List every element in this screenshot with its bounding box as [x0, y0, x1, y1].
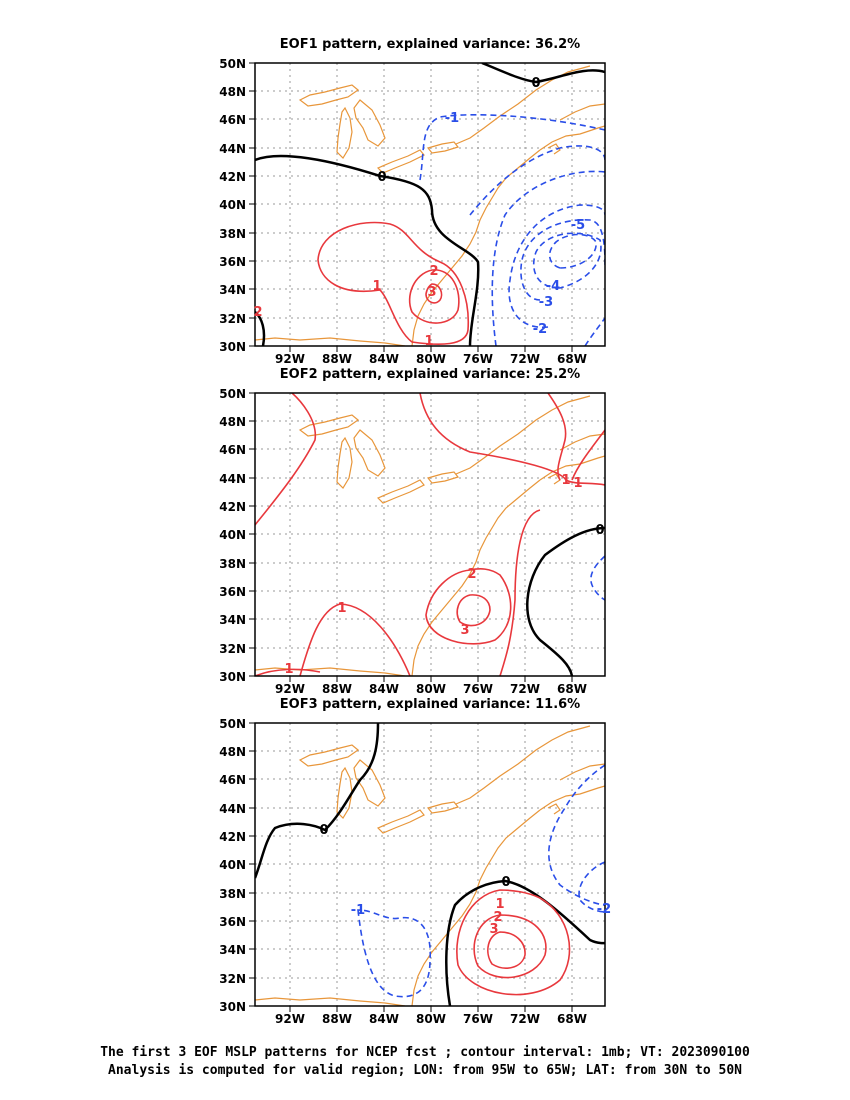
contour-label: 3	[489, 922, 498, 937]
lat-tick: 42N	[219, 500, 246, 514]
lon-tick: 72W	[510, 1012, 540, 1026]
lat-tick: 50N	[219, 57, 246, 71]
lat-tick: 48N	[219, 415, 246, 429]
caption-line-1: The first 3 EOF MSLP patterns for NCEP f…	[100, 1045, 750, 1060]
lon-tick: 92W	[275, 682, 305, 696]
panel-1-map: 50N 48N 46N 44N 42N 40N 38N 36N 34N 32N …	[219, 57, 606, 366]
contour-label: 1	[495, 897, 504, 912]
lon-tick: 84W	[369, 352, 399, 366]
lat-tick: 34N	[219, 283, 246, 297]
contour-label: 0	[531, 76, 540, 91]
lat-tick: 50N	[219, 717, 246, 731]
contour-label: 0	[595, 523, 604, 538]
lon-tick: 80W	[416, 682, 446, 696]
lon-tick: 76W	[463, 1012, 493, 1026]
lon-tick: 84W	[369, 682, 399, 696]
lat-tick: 30N	[219, 340, 246, 354]
lat-tick: 38N	[219, 227, 246, 241]
contour-label: -1	[351, 903, 365, 918]
lat-tick: 36N	[219, 255, 246, 269]
lat-tick: 38N	[219, 557, 246, 571]
panel-2-title: EOF2 pattern, explained variance: 25.2%	[279, 367, 581, 382]
lat-tick: 40N	[219, 528, 246, 542]
lat-tick: 38N	[219, 887, 246, 901]
contour-label: 3	[460, 623, 469, 638]
lat-tick: 32N	[219, 312, 246, 326]
contour-label: 3	[427, 285, 436, 300]
lat-tick: 46N	[219, 113, 246, 127]
lon-tick: 88W	[322, 682, 352, 696]
lat-tick: 30N	[219, 1000, 246, 1014]
lat-tick: 48N	[219, 745, 246, 759]
lat-tick: 48N	[219, 85, 246, 99]
lon-tick: 72W	[510, 352, 540, 366]
lat-tick: 30N	[219, 670, 246, 684]
lat-tick: 46N	[219, 443, 246, 457]
panel-3-map: 50N 48N 46N 44N 42N 40N 38N 36N 34N 32N …	[219, 717, 611, 1026]
lat-tick: 44N	[219, 802, 246, 816]
lon-tick: 88W	[322, 352, 352, 366]
lat-tick: 42N	[219, 830, 246, 844]
contour-label: 2	[467, 567, 476, 582]
lon-tick: 80W	[416, 352, 446, 366]
lat-tick: 36N	[219, 915, 246, 929]
panel-2-map: 50N 48N 46N 44N 42N 40N 38N 36N 34N 32N …	[219, 387, 606, 696]
contour-label: -1	[445, 111, 459, 126]
contour-label: 2	[429, 264, 438, 279]
lat-tick: 40N	[219, 198, 246, 212]
contour-label: -5	[571, 218, 585, 233]
contour-label: 2	[493, 910, 502, 925]
contour-label: -3	[539, 295, 553, 310]
contour-label: 0	[501, 875, 510, 890]
lon-tick: 76W	[463, 682, 493, 696]
lat-tick: 36N	[219, 585, 246, 599]
eof-maps: 50N 48N 46N 44N 42N 40N 38N 36N 34N 32N …	[219, 57, 611, 1026]
lat-tick: 46N	[219, 773, 246, 787]
panel-3-title: EOF3 pattern, explained variance: 11.6%	[279, 697, 581, 712]
contour-label: -2	[597, 902, 611, 917]
lon-tick: 68W	[557, 352, 587, 366]
contour-label: 1	[424, 334, 433, 349]
lat-tick: 34N	[219, 613, 246, 627]
contour-label: 1	[337, 601, 346, 616]
lon-tick: 84W	[369, 1012, 399, 1026]
lon-tick: 92W	[275, 352, 305, 366]
lat-tick: 34N	[219, 943, 246, 957]
lat-tick: 44N	[219, 472, 246, 486]
lon-tick: 76W	[463, 352, 493, 366]
caption-line-2: Analysis is computed for valid region; L…	[108, 1063, 742, 1078]
lon-tick: 68W	[557, 1012, 587, 1026]
contour-label: 1	[372, 279, 381, 294]
contour-label: 2	[253, 305, 262, 320]
contour-label: 0	[319, 823, 328, 838]
lon-tick: 80W	[416, 1012, 446, 1026]
lon-tick: 92W	[275, 1012, 305, 1026]
panel-1-title: EOF1 pattern, explained variance: 36.2%	[279, 37, 581, 52]
lat-tick: 44N	[219, 142, 246, 156]
lat-tick: 32N	[219, 642, 246, 656]
contour-label: 0	[377, 170, 386, 185]
lon-tick: 88W	[322, 1012, 352, 1026]
lat-tick: 50N	[219, 387, 246, 401]
lon-tick: 68W	[557, 682, 587, 696]
lon-tick: 72W	[510, 682, 540, 696]
lat-tick: 40N	[219, 858, 246, 872]
contour-label: 1	[284, 662, 293, 677]
contour-label: 1	[561, 473, 570, 488]
contour-label: 1	[573, 476, 582, 491]
lat-tick: 42N	[219, 170, 246, 184]
contour-label: -4	[546, 279, 560, 294]
contour-label: -2	[533, 322, 547, 337]
lat-tick: 32N	[219, 972, 246, 986]
